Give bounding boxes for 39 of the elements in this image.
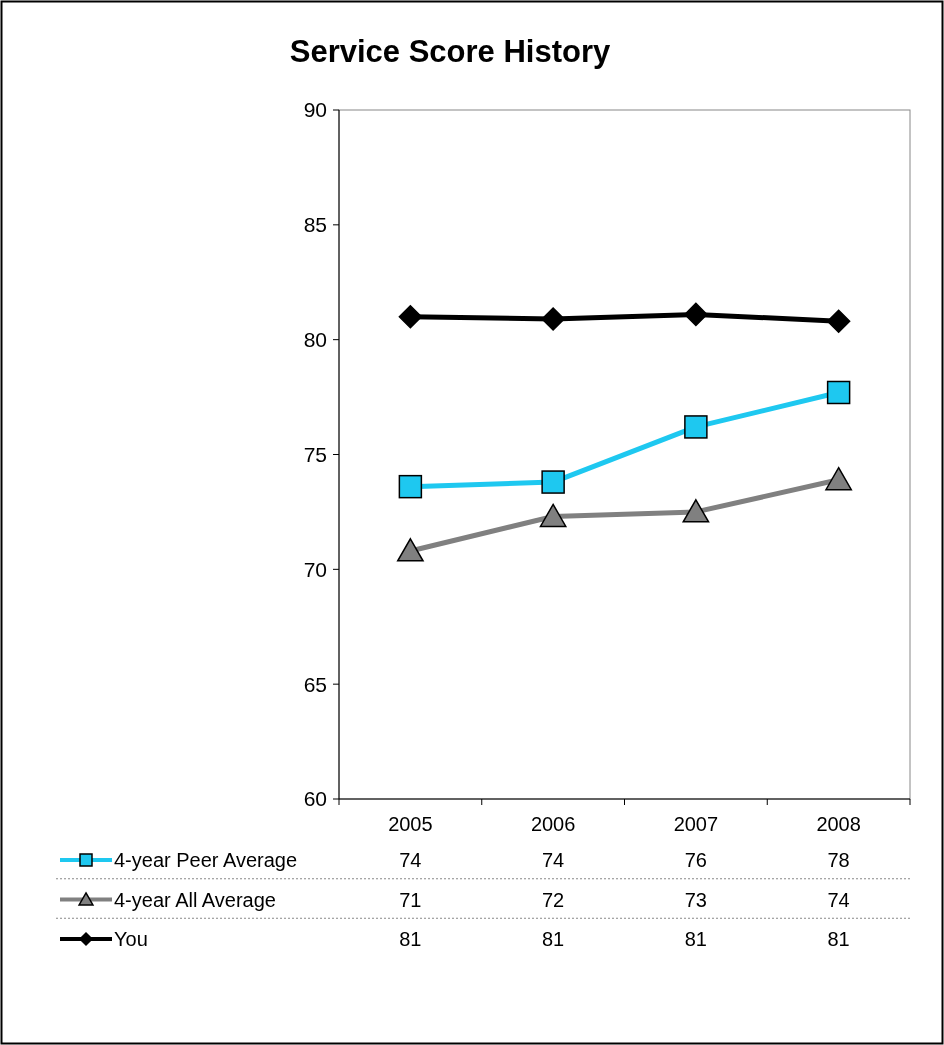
data-label: 74	[542, 849, 565, 871]
point	[826, 380, 851, 405]
data-label: 78	[827, 849, 850, 871]
y-tick-label: 80	[303, 328, 327, 352]
data-label: 74	[399, 849, 422, 871]
data-label: 76	[684, 849, 707, 871]
legend-label: You	[114, 928, 148, 950]
y-tick-label: 90	[303, 98, 327, 122]
point	[398, 474, 423, 499]
data-label: 74	[827, 888, 850, 911]
y-tick-label: 60	[303, 787, 327, 811]
point	[682, 499, 710, 523]
x-tick-label: 2007	[673, 813, 719, 835]
data-label: 72	[542, 888, 565, 911]
chart-title: Service Score History	[289, 34, 612, 69]
y-tick-label: 65	[303, 672, 327, 696]
point	[398, 304, 423, 329]
point	[541, 307, 565, 331]
point	[541, 470, 565, 494]
data-label: 81	[399, 928, 422, 950]
data-label: 81	[827, 928, 850, 950]
y-tick-label: 75	[303, 442, 327, 466]
point	[539, 503, 567, 528]
y-tick-label: 85	[303, 213, 327, 237]
data-label: 81	[542, 928, 565, 950]
point	[684, 415, 708, 439]
x-tick-label: 2006	[530, 813, 576, 835]
x-tick-label: 2005	[388, 813, 433, 835]
data-label: 71	[399, 888, 422, 911]
x-tick-label: 2008	[816, 813, 861, 835]
point	[825, 466, 853, 491]
point	[826, 309, 851, 334]
data-label: 81	[684, 928, 707, 950]
point	[396, 538, 424, 562]
legend-label: 4-year All Average	[114, 888, 276, 911]
data-label: 73	[684, 888, 707, 911]
legend-label: 4-year Peer Average	[114, 849, 298, 871]
y-tick-label: 70	[303, 557, 327, 581]
point	[684, 302, 708, 327]
